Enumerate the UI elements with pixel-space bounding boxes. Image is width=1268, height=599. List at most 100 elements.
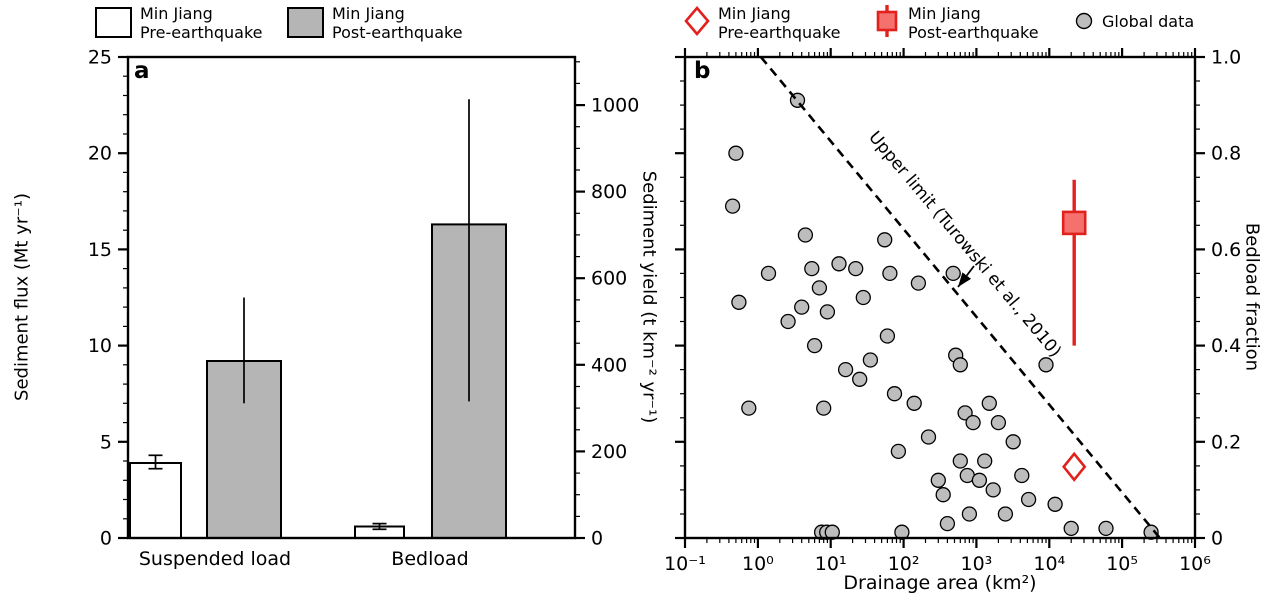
global-data-point	[1020, 491, 1037, 508]
global-data-point	[939, 515, 956, 532]
category-suspended-load: Suspended load	[138, 548, 292, 570]
global-data-point	[794, 299, 810, 315]
global-data-point	[797, 227, 814, 243]
svg-text:10⁻¹: 10⁻¹	[664, 553, 706, 575]
svg-text:600: 600	[591, 268, 627, 290]
global-data-point	[890, 443, 907, 460]
global-data-point	[990, 414, 1007, 431]
global-data-point	[816, 400, 832, 416]
svg-text:5: 5	[100, 431, 112, 453]
legend-b-post-label: Min Jiang Post-earthquake	[908, 4, 1039, 42]
svg-text:10⁰: 10⁰	[742, 553, 774, 575]
svg-text:10²: 10²	[888, 553, 920, 575]
global-data-point	[1005, 434, 1021, 450]
svg-text:800: 800	[591, 181, 627, 203]
legend-b-pre-label: Min Jiang Pre-earthquake	[718, 4, 841, 42]
legend-b-global-data: Global data	[1074, 11, 1194, 31]
global-data-point	[906, 395, 922, 411]
global-data-point	[819, 304, 836, 320]
global-data-point	[806, 337, 823, 354]
svg-text:1000: 1000	[591, 95, 639, 117]
global-data-point	[985, 482, 1001, 498]
legend-a-pre-earthquake: Min Jiang Pre-earthquake	[95, 4, 263, 42]
gray-circle-icon	[1075, 12, 1093, 30]
pre-earthquake-diamond-marker	[1062, 451, 1087, 482]
global-data-point	[724, 198, 741, 214]
global-data-point	[760, 265, 777, 282]
svg-text:10⁵: 10⁵	[1106, 553, 1138, 575]
global-data-point	[837, 361, 854, 378]
global-data-point	[1014, 467, 1030, 484]
svg-text:15: 15	[88, 239, 112, 261]
svg-text:400: 400	[591, 354, 627, 376]
global-data-point	[728, 145, 744, 161]
global-data-point	[981, 395, 997, 411]
svg-text:0: 0	[1211, 528, 1223, 550]
global-data-point	[1063, 520, 1079, 537]
global-data-point	[997, 506, 1014, 522]
legend-a-pre-label: Min Jiang Pre-earthquake	[140, 4, 263, 42]
global-data-point	[952, 357, 968, 373]
svg-text:10: 10	[88, 335, 112, 357]
global-data-point	[920, 429, 937, 445]
global-data-point	[780, 313, 796, 330]
open-diamond-icon	[684, 6, 710, 36]
svg-text:0.4: 0.4	[1211, 335, 1241, 357]
panel-a-label: a	[134, 58, 150, 84]
legend-a-post-label: Min Jiang Post-earthquake	[332, 4, 463, 42]
global-data-point	[855, 289, 871, 306]
global-data-point	[971, 472, 988, 488]
panel-b-label: b	[694, 58, 711, 84]
global-data-point	[862, 352, 879, 368]
annotation-arrow	[957, 265, 975, 288]
post-earthquake-square-marker	[1061, 210, 1087, 236]
global-data-point	[952, 453, 968, 469]
legend-b-global-label: Global data	[1102, 11, 1195, 31]
category-bedload: Bedload	[391, 548, 469, 570]
panel-a-right-axis-label: Sediment yield (t km⁻² yr⁻¹)	[638, 170, 660, 424]
global-data-point	[977, 453, 993, 469]
legend-a-post-earthquake: Min Jiang Post-earthquake	[287, 4, 463, 42]
global-data-point	[910, 275, 927, 291]
global-data-point	[811, 280, 828, 296]
global-data-point	[848, 260, 864, 277]
global-data-point	[877, 232, 893, 248]
global-data-point	[965, 414, 981, 431]
svg-text:0: 0	[100, 528, 112, 550]
panel-a-left-axis-label: Sediment flux (Mt yr⁻¹)	[11, 193, 33, 401]
svg-text:10¹: 10¹	[815, 553, 847, 575]
svg-text:1.0: 1.0	[1211, 47, 1241, 69]
panel-b-right-axis-label: Bedload fraction	[1241, 222, 1263, 372]
svg-text:0: 0	[591, 528, 603, 550]
svg-text:0.2: 0.2	[1211, 431, 1241, 453]
svg-text:20: 20	[88, 143, 112, 165]
global-data-point	[852, 371, 868, 387]
svg-text:25: 25	[88, 47, 112, 69]
filled-square-errorbar-icon	[876, 5, 898, 37]
svg-text:10³: 10³	[961, 553, 993, 575]
svg-text:0.6: 0.6	[1211, 239, 1241, 261]
global-data-point	[1098, 520, 1114, 537]
global-data-point	[1143, 524, 1159, 540]
global-data-point	[961, 506, 978, 522]
global-data-point	[945, 265, 961, 282]
global-data-point	[882, 265, 898, 282]
global-data-point	[894, 524, 910, 540]
global-data-point	[930, 472, 946, 488]
global-data-point	[1038, 357, 1054, 373]
legend-b-post-earthquake: Min Jiang Post-earthquake	[874, 4, 1039, 42]
panel-b-x-axis-label: Drainage area (km²)	[843, 572, 1037, 594]
svg-text:10⁴: 10⁴	[1033, 553, 1065, 575]
global-data-point	[935, 487, 951, 503]
global-data-point	[886, 386, 903, 402]
svg-text:10⁶: 10⁶	[1179, 553, 1211, 575]
global-data-point	[824, 524, 840, 540]
pre-earthquake-bar-swatch	[95, 7, 132, 38]
global-data-point	[957, 405, 973, 421]
svg-text:0.8: 0.8	[1211, 143, 1241, 165]
legend-b-pre-earthquake: Min Jiang Pre-earthquake	[684, 4, 841, 42]
global-data-point	[1047, 496, 1063, 512]
